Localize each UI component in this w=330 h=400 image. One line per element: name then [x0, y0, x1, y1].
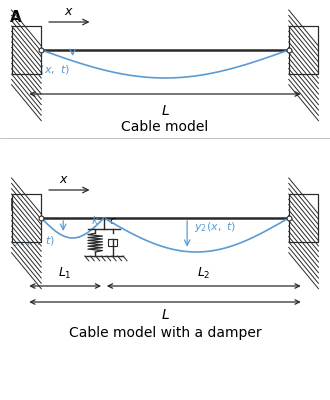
- Bar: [12, 194, 41, 242]
- Bar: [289, 194, 318, 242]
- Text: $k$: $k$: [91, 214, 100, 226]
- Text: $y_1(x,\ t)$: $y_1(x,\ t)$: [13, 234, 55, 248]
- Text: $x$: $x$: [64, 5, 74, 18]
- Bar: [12, 194, 41, 242]
- Text: Cable model: Cable model: [121, 120, 209, 134]
- Bar: [108, 239, 117, 246]
- Text: $y_2(x,\ t)$: $y_2(x,\ t)$: [194, 220, 236, 234]
- Text: $c$: $c$: [109, 216, 117, 226]
- Bar: [289, 194, 318, 242]
- Bar: [289, 26, 318, 74]
- Bar: [289, 26, 318, 74]
- Text: $L_2$: $L_2$: [197, 266, 211, 281]
- Text: Cable model with a damper: Cable model with a damper: [69, 326, 261, 340]
- Text: $L$: $L$: [161, 104, 169, 118]
- Text: $L_1$: $L_1$: [58, 266, 72, 281]
- Text: A: A: [10, 10, 22, 25]
- Text: $x$: $x$: [59, 173, 69, 186]
- Text: $y(x,\ t)$: $y(x,\ t)$: [33, 63, 70, 77]
- Bar: [12, 26, 41, 74]
- Text: $L$: $L$: [161, 308, 169, 322]
- Text: B: B: [10, 198, 21, 213]
- Bar: [12, 26, 41, 74]
